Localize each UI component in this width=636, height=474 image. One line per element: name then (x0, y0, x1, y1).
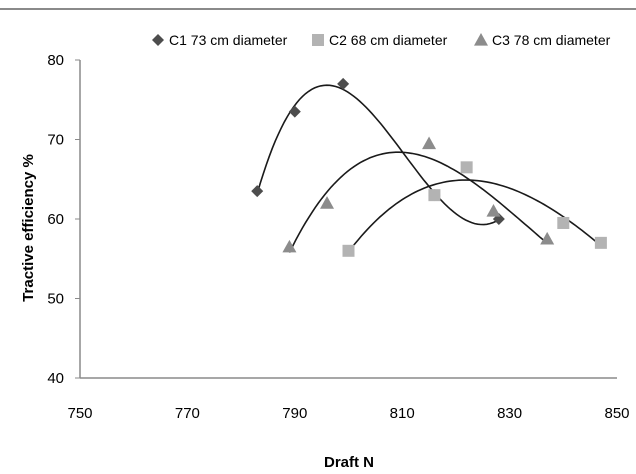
legend: C1 73 cm diameter C2 68 cm diameter C3 78 … (152, 32, 611, 48)
legend-marker-series-2 (312, 34, 324, 46)
x-tick-label: 770 (175, 405, 200, 422)
y-tick-label: 40 (47, 370, 64, 387)
data-point-series-1 (337, 77, 350, 90)
trend-curve-series-1 (256, 84, 500, 226)
top-border-line (0, 8, 636, 10)
data-point-series-3 (540, 231, 555, 245)
x-tick-label: 830 (497, 405, 522, 422)
data-point-series-1 (251, 185, 264, 198)
data-point-series-2 (342, 244, 355, 257)
y-tick-label: 50 (47, 291, 64, 308)
tick-labels: 750 770 790 810 830 850 40 50 60 70 80 (47, 52, 629, 422)
axes (75, 59, 617, 379)
x-tick-label: 850 (604, 405, 629, 422)
legend-marker-series-3 (474, 33, 488, 46)
data-point-series-3 (282, 239, 297, 253)
trend-curve-series-3 (288, 151, 548, 253)
data-point-series-3 (320, 196, 335, 209)
y-tick-label: 60 (47, 211, 64, 228)
data-point-series-2 (557, 216, 570, 229)
legend-label-series-1: C1 73 cm diameter (169, 32, 288, 48)
y-tick-label: 80 (47, 52, 64, 69)
x-tick-label: 810 (390, 405, 415, 422)
y-tick-label: 70 (47, 132, 64, 149)
data-point-series-3 (422, 136, 437, 150)
legend-marker-series-1 (152, 34, 164, 46)
x-axis-title: Draft N (324, 454, 374, 471)
x-tick-label: 750 (67, 405, 92, 422)
data-point-series-3 (486, 204, 501, 217)
trend-curves (256, 84, 602, 253)
data-point-series-2 (428, 189, 441, 202)
data-point-series-2 (460, 161, 473, 174)
legend-label-series-2: C2 68 cm diameter (329, 32, 448, 48)
legend-label-series-3: C3 78 cm diameter (492, 32, 611, 48)
data-point-series-2 (594, 236, 607, 249)
trend-curve-series-2 (347, 179, 602, 253)
data-markers (251, 77, 607, 257)
y-axis-title: Tractive efficiency % (20, 154, 37, 302)
data-point-series-1 (288, 105, 301, 118)
x-tick-label: 790 (282, 405, 307, 422)
